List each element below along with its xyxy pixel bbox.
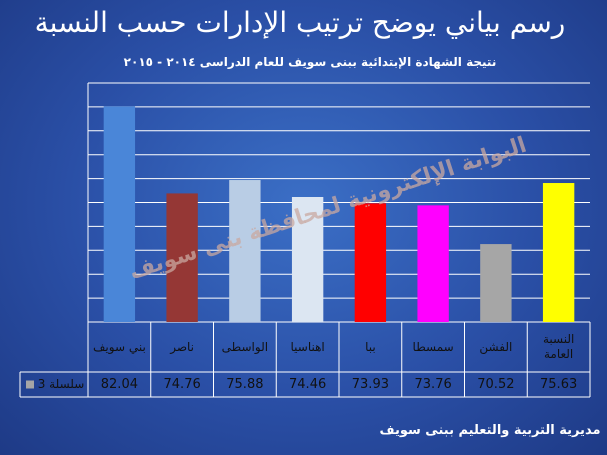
category-label: الفشن [479, 339, 513, 354]
category-label: النسبة العامة [542, 332, 575, 361]
category-label: سمسطا [412, 339, 454, 354]
value-label: 74.76 [163, 377, 201, 392]
footer: مديرية التربية والتعليم ببنى سويف [379, 423, 600, 438]
bar [103, 106, 136, 322]
bar [480, 244, 512, 322]
bar [542, 183, 575, 322]
legend-swatch [26, 380, 34, 389]
value-label: 70.52 [477, 377, 515, 392]
category-label: ناصر [170, 339, 195, 354]
legend-entry: سلسلة 3 [37, 377, 85, 391]
value-label: 75.63 [540, 377, 578, 392]
bar [417, 205, 449, 322]
category-label: اهناسيا [290, 339, 325, 354]
value-label: 73.76 [414, 377, 452, 392]
value-label: 82.04 [100, 377, 138, 392]
value-label: 75.88 [226, 377, 264, 392]
chart-subtitle: نتيجة الشهادة الإبتدائية ببنى سويف للعام… [124, 55, 497, 70]
category-label: ببا [365, 339, 376, 354]
bar [291, 197, 324, 322]
bar [229, 180, 261, 322]
bar [166, 193, 198, 322]
bar [354, 203, 387, 322]
category-label: الواسطى [221, 339, 269, 354]
chart-title: رسم بياني يوضح ترتيب الإدارات حسب النسبة [35, 6, 566, 39]
value-label: 74.46 [289, 377, 327, 392]
value-label: 73.93 [351, 377, 389, 392]
category-label: بني سويف [92, 339, 146, 354]
